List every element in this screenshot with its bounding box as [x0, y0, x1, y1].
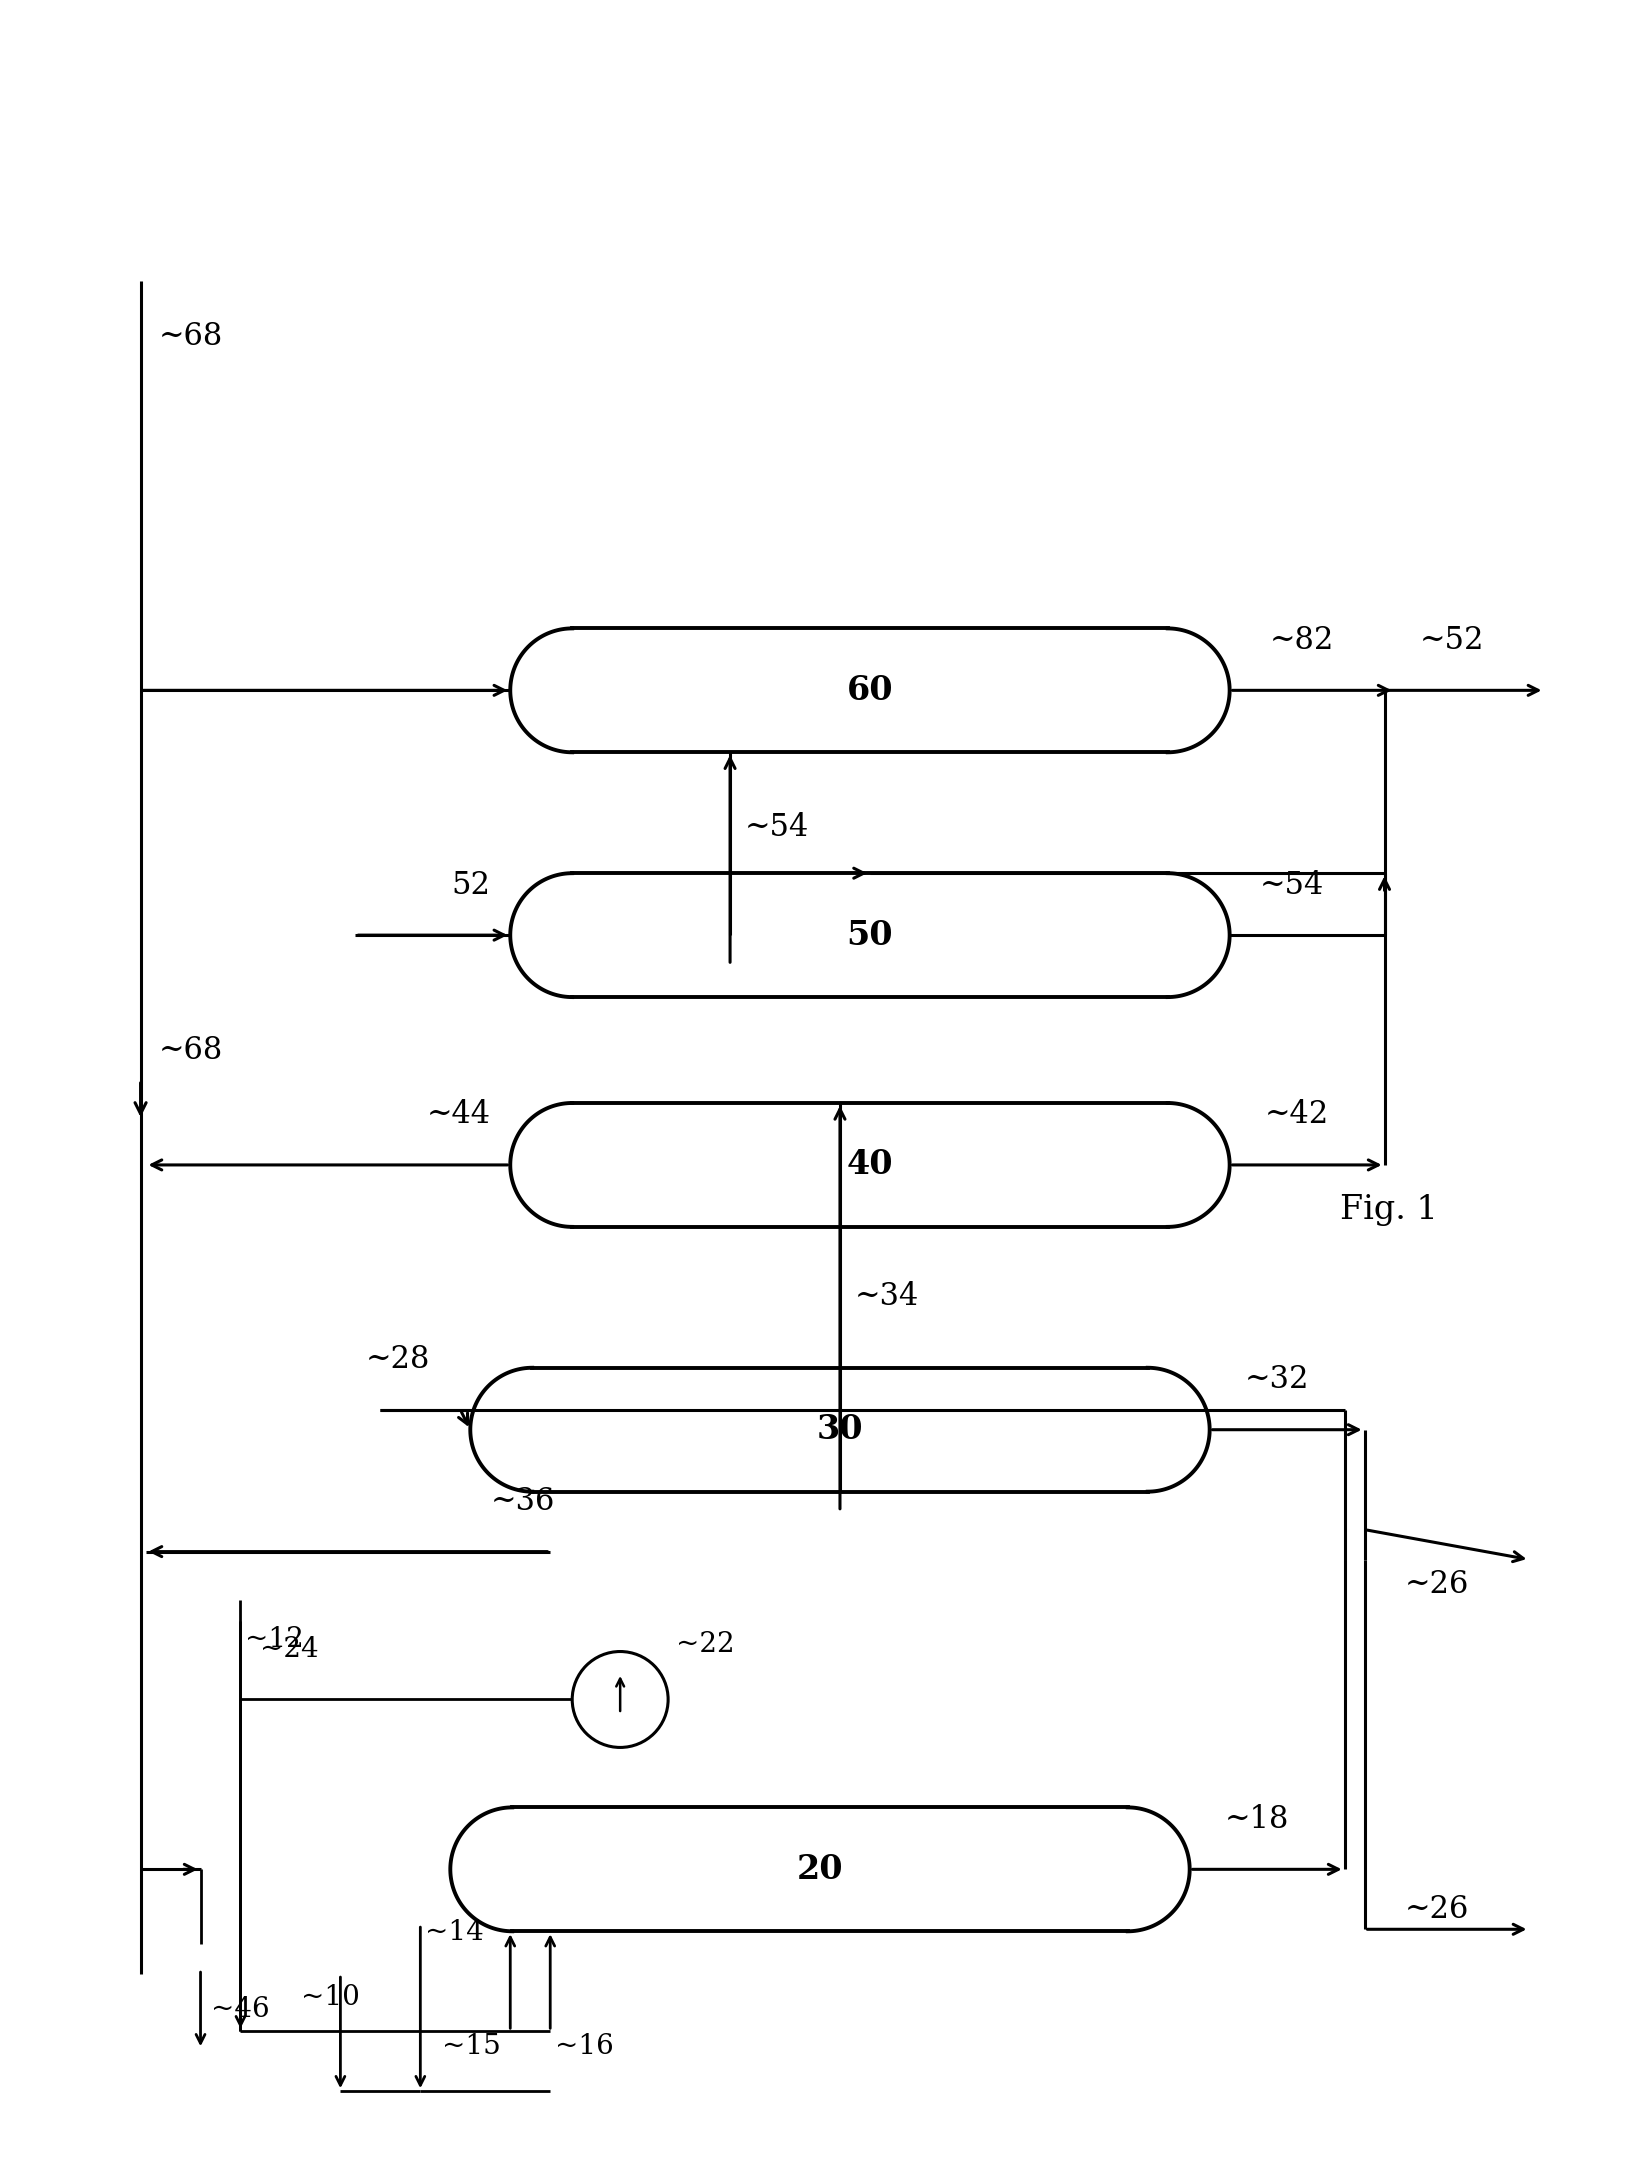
Text: ~24: ~24	[260, 1635, 318, 1663]
Text: ~26: ~26	[1404, 1894, 1469, 1925]
Text: ~28: ~28	[366, 1345, 431, 1376]
Text: ~34: ~34	[855, 1282, 920, 1312]
Text: ~18: ~18	[1225, 1803, 1289, 1836]
Text: ~42: ~42	[1264, 1099, 1329, 1131]
Text: ~68: ~68	[159, 320, 223, 351]
Text: ~22: ~22	[676, 1631, 734, 1659]
Text: ~32: ~32	[1245, 1365, 1310, 1395]
Text: ~68: ~68	[159, 1036, 223, 1066]
Text: ~44: ~44	[426, 1099, 491, 1131]
Text: ~82: ~82	[1269, 626, 1334, 656]
Text: 60: 60	[847, 674, 894, 706]
Text: ~46: ~46	[211, 1995, 270, 2023]
Text: Fig. 1: Fig. 1	[1339, 1195, 1436, 1225]
Text: 52: 52	[452, 870, 491, 900]
Text: ~14: ~14	[426, 1918, 484, 1947]
Text: ~54: ~54	[1259, 870, 1324, 900]
Text: ~10: ~10	[301, 1984, 359, 2012]
Text: ~12: ~12	[245, 1626, 304, 1652]
Text: ~52: ~52	[1420, 626, 1484, 656]
Text: ~15: ~15	[442, 2032, 500, 2060]
Text: ~16: ~16	[556, 2032, 614, 2060]
Text: 30: 30	[817, 1413, 863, 1445]
Text: ~54: ~54	[744, 811, 809, 844]
Text: 50: 50	[847, 918, 894, 953]
Text: ~26: ~26	[1404, 1570, 1469, 1600]
Text: ~36: ~36	[491, 1487, 554, 1517]
Text: 20: 20	[796, 1853, 843, 1886]
Text: 40: 40	[847, 1149, 894, 1182]
